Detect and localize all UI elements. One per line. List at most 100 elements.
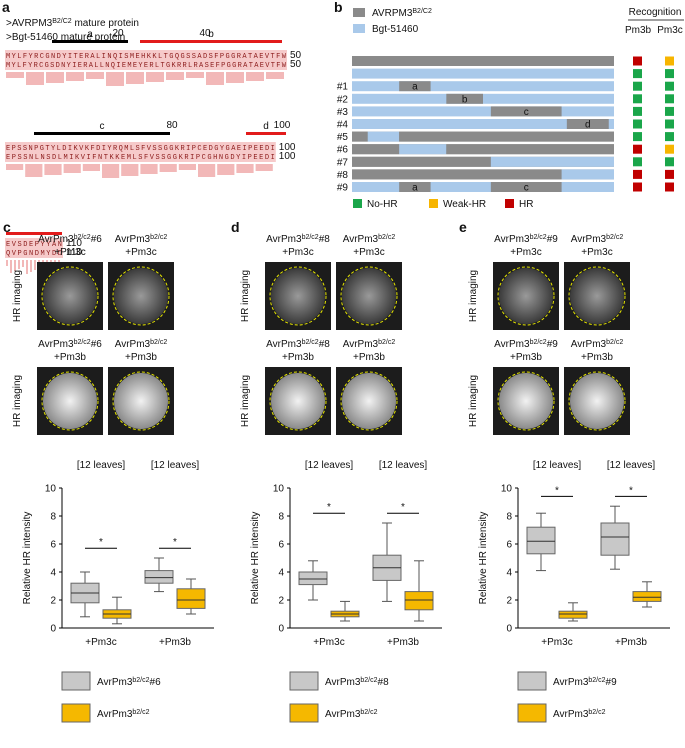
leaf <box>570 373 624 429</box>
panel-label: e <box>459 219 467 235</box>
y-tick-label: 10 <box>501 484 513 495</box>
text-part: >Bgt-51460 mature protein <box>6 32 125 43</box>
image-label: +Pm3c <box>510 247 541 258</box>
y-tick-label: 0 <box>506 624 512 635</box>
significance: * <box>99 537 103 548</box>
image-label: +Pm3b <box>54 352 86 363</box>
text-part: AvrPm3 <box>553 677 589 688</box>
segment-label: b <box>462 94 468 105</box>
similarity-bar <box>46 72 64 83</box>
leaf <box>570 268 624 324</box>
header: >AVRPM3B2/C2 mature protein <box>6 18 139 30</box>
image-label: AvrPm3b2/c2 <box>343 339 396 351</box>
similarity-bar <box>6 164 24 170</box>
column-label: Pm3c <box>657 25 683 36</box>
image-axis-label: HR imaging <box>468 375 479 427</box>
x-tick-label: +Pm3c <box>541 637 572 648</box>
recognition-call <box>633 182 642 192</box>
recognition-call <box>633 56 642 66</box>
recognition-call <box>633 144 642 154</box>
construct-segment <box>399 182 431 192</box>
legend-label: AvrPm3b2/c2 <box>325 709 378 721</box>
significance: * <box>173 537 177 548</box>
superscript: b2/c2 <box>132 709 149 716</box>
text-part: AvrPm3 <box>38 234 74 245</box>
construct-bar <box>352 56 614 66</box>
panel-label: c <box>3 219 11 235</box>
leaf-outline <box>112 266 170 326</box>
text-part: mature protein <box>72 18 139 29</box>
text-part: AvrPm3 <box>266 234 302 245</box>
image-axis-label: HR imaging <box>468 270 479 322</box>
secondary-bar <box>6 232 62 235</box>
similarity-bar <box>140 164 158 174</box>
recognition-call <box>633 69 642 79</box>
construct-segment <box>399 131 614 142</box>
similarity-bar <box>102 164 120 178</box>
domain-label: b <box>208 29 214 40</box>
y-tick-label: 4 <box>50 568 56 579</box>
superscript: b2/c2 <box>302 339 319 346</box>
text-part: #9 <box>547 234 559 245</box>
construct-segment <box>561 169 614 180</box>
superscript: b2/c2 <box>150 234 167 241</box>
superscript: b2/c2 <box>302 234 319 241</box>
image-label: +Pm3b <box>510 352 542 363</box>
residue-number: 100 <box>279 142 296 153</box>
text-part: #8 <box>319 234 331 245</box>
image-label: +Pm3c <box>353 247 384 258</box>
legend-label: AvrPm3b2/c2 <box>553 709 606 721</box>
leaf <box>271 373 325 429</box>
leaf <box>114 268 168 324</box>
recognition-call <box>665 169 674 179</box>
superscript: b2/c2 <box>360 677 377 684</box>
similarity-bar <box>63 164 81 173</box>
text-part: AvrPm3 <box>115 339 151 350</box>
construct-bar <box>352 182 614 192</box>
similarity-bar <box>255 164 273 171</box>
similarity-bar <box>121 164 139 176</box>
text-part: AvrPm3 <box>494 234 530 245</box>
similarity-bar <box>6 72 24 78</box>
text-part: AvrPm3 <box>553 709 589 720</box>
x-tick-label: +Pm3b <box>615 637 647 648</box>
similarity-bar <box>186 72 204 78</box>
legend-label: AvrPm3b2/c2#8 <box>325 677 389 689</box>
sequence: EVSDEPYYAN <box>6 241 62 249</box>
domain-label: d <box>263 121 269 132</box>
box <box>600 522 630 556</box>
x-tick-label: +Pm3c <box>313 637 344 648</box>
recognition-call <box>665 56 674 66</box>
image-label: AvrPm3b2/c2 <box>115 234 168 246</box>
similarity-bar <box>6 260 8 266</box>
text-part: >AVRPM3 <box>6 18 53 29</box>
y-tick-label: 4 <box>506 568 512 579</box>
text-part: Bgt-51460 <box>372 24 419 35</box>
residue-number: 100 <box>279 151 296 162</box>
residue-number: 110 <box>66 238 82 249</box>
domain-bar <box>52 40 128 43</box>
recognition-call <box>633 81 642 91</box>
alignment-band <box>5 238 63 258</box>
text-part: AvrPm3 <box>115 234 151 245</box>
superscript: b2/c2 <box>588 677 605 684</box>
construct-bar <box>352 106 614 117</box>
y-tick-label: 2 <box>278 596 284 607</box>
image-label: +Pm3c <box>54 247 85 258</box>
y-tick-label: 8 <box>506 512 512 523</box>
text-part: AvrPm3 <box>38 339 74 350</box>
legend-swatch <box>61 703 91 723</box>
legend-label: AvrPm3b2/c2#9 <box>553 677 617 689</box>
image-label: AvrPm3b2/c2#8 <box>266 234 330 246</box>
leaf-outline <box>568 266 626 326</box>
similarity-bar <box>106 72 124 86</box>
y-axis-label: Relative HR intensity <box>250 512 261 605</box>
image-label: AvrPm3b2/c2 <box>571 234 624 246</box>
construct-name: #5 <box>337 132 349 143</box>
domain-label: c <box>100 121 105 132</box>
image-axis-label: HR imaging <box>240 375 251 427</box>
image-label: +Pm3b <box>353 352 385 363</box>
annotation: [12 leaves] <box>151 460 200 471</box>
similarity-bar <box>10 260 12 273</box>
